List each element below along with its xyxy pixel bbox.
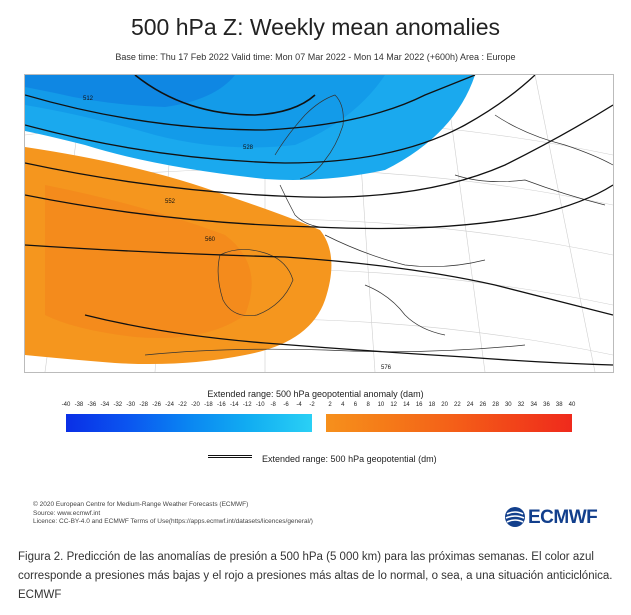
chart-subtitle: Base time: Thu 17 Feb 2022 Valid time: M… xyxy=(115,52,516,62)
ecmwf-logo-text: ECMWF xyxy=(528,507,598,528)
colorbar-tick-label: -32 xyxy=(113,402,123,408)
colorbar-tick-label: -18 xyxy=(204,402,213,408)
map-svg: 512 528 552 560 576 xyxy=(25,75,613,372)
colorbar-tick-label: 26 xyxy=(479,402,487,408)
colorbar-tick-label: 38 xyxy=(555,402,563,408)
figure-caption: Figura 2. Predicción de las anomalías de… xyxy=(18,551,613,601)
colorbar-tick-label: -2 xyxy=(309,402,315,408)
colorbar-tick-label: -30 xyxy=(126,402,136,408)
colorbar-tick-label: 28 xyxy=(492,402,499,408)
colorbar-title: Extended range: 500 hPa geopotential ano… xyxy=(207,389,424,399)
contour-label: 576 xyxy=(381,365,392,371)
colorbar-tick-label: -22 xyxy=(178,402,187,408)
geopotential-legend-label: Extended range: 500 hPa geopotential (dm… xyxy=(262,454,437,464)
contour-label: 512 xyxy=(83,96,94,102)
ecmwf-logo-icon xyxy=(505,507,525,527)
colorbar-negative xyxy=(66,414,312,432)
colorbar-tick-label: -14 xyxy=(229,402,239,408)
colorbar-tick-label: 36 xyxy=(543,402,550,408)
colorbar-tick-label: 34 xyxy=(530,402,538,408)
colorbar-tick-label: -28 xyxy=(139,402,149,408)
colorbar-tick-label: 20 xyxy=(441,402,448,408)
colorbar-tick-label: -12 xyxy=(242,402,252,408)
colorbar-tick-label: 32 xyxy=(517,402,525,408)
geopotential-line-swatch xyxy=(208,455,252,458)
colorbar-tick-label: -16 xyxy=(217,402,226,408)
credit-line: Source: www.ecmwf.int xyxy=(33,509,101,517)
colorbar-tick-label: -36 xyxy=(87,402,97,408)
colorbar-tick-label: -10 xyxy=(255,402,265,408)
colorbar-tick-label: 30 xyxy=(504,402,512,408)
colorbar-tick-label: 22 xyxy=(454,402,461,408)
colorbar-tick-label: -26 xyxy=(152,402,161,408)
colorbar-tick-label: 16 xyxy=(415,402,423,408)
colorbar-tick-label: 4 xyxy=(341,402,345,408)
colorbar-tick-label: 40 xyxy=(568,402,576,408)
colorbar-tick-label: 12 xyxy=(390,402,398,408)
credit-line: © 2020 European Centre for Medium-Range … xyxy=(33,501,249,508)
geopotential-contours xyxy=(25,75,613,366)
colorbar-tick-label: -4 xyxy=(296,402,302,408)
credit-line: Licence: CC-BY-4.0 and ECMWF Terms of Us… xyxy=(33,518,313,525)
colorbar-tick-label: 8 xyxy=(366,402,370,408)
ecmwf-logo: ECMWF xyxy=(504,506,608,528)
chart-title: 500 hPa Z: Weekly mean anomalies xyxy=(130,14,501,40)
colorbar-tick-label: 24 xyxy=(466,402,474,408)
colorbar-tick-label: 2 xyxy=(328,402,332,408)
colorbar-positive xyxy=(326,414,572,432)
colorbar-tick-label: 14 xyxy=(403,402,410,408)
contour-label: 552 xyxy=(165,199,176,205)
colorbar-tick-label: -8 xyxy=(270,402,276,408)
colorbar-tick-label: -20 xyxy=(191,402,200,408)
colorbar-tick-label: 18 xyxy=(428,402,436,408)
colorbar-tick-label: -24 xyxy=(165,402,174,408)
colorbar-tick-label: -34 xyxy=(100,402,110,408)
colorbar-tick-label: -40 xyxy=(61,402,71,408)
contour-label: 560 xyxy=(205,237,216,243)
colorbar-tick-label: 6 xyxy=(353,402,358,408)
colorbar-tick-labels: -40 -38 -36 -34 -32 -30 -28 -26 -24 -22 -20 -18 -16-… xyxy=(0,402,631,414)
colorbar-tick-label: 10 xyxy=(377,402,385,408)
contour-label: 528 xyxy=(243,145,254,151)
colorbar-tick-label: -6 xyxy=(283,402,289,408)
colorbar-tick-label: -38 xyxy=(74,402,84,408)
anomaly-map: 512 528 552 560 576 xyxy=(24,74,614,373)
credits: © 2020 European Centre for Medium-Range … xyxy=(33,501,313,527)
